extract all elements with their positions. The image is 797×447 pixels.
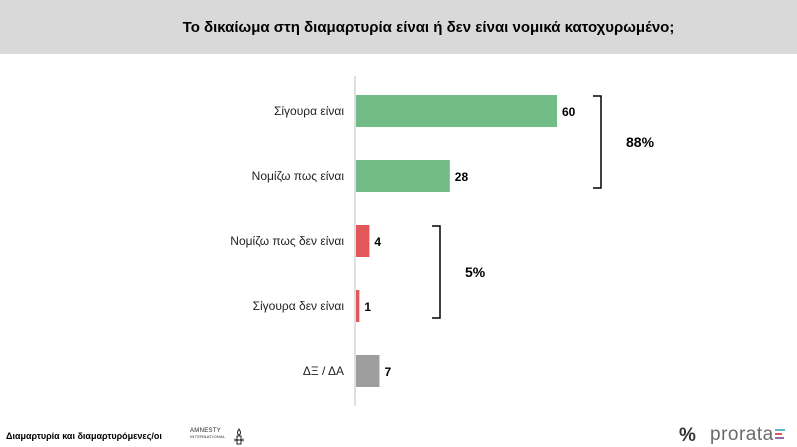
category-label: Νομίζω πως είναι bbox=[252, 169, 345, 183]
category-label: Σίγουρα είναι bbox=[274, 104, 344, 118]
prorata-logo: % prorata bbox=[679, 423, 794, 446]
category-label: Νομίζω πως δεν είναι bbox=[230, 234, 344, 248]
bar bbox=[356, 225, 370, 257]
group-total-label: 88% bbox=[626, 134, 655, 150]
chart-title: Το δικαίωμα στη διαμαρτυρία είναι ή δεν … bbox=[182, 18, 675, 36]
amnesty-wordmark-sub: INTERNATIONAL bbox=[190, 434, 226, 439]
amnesty-wordmark: AMNESTY bbox=[190, 428, 222, 434]
amnesty-logo: AMNESTY INTERNATIONAL bbox=[190, 428, 248, 446]
bar-chart: Σίγουρα είναι 60 Νομίζω πως είναι 28 Νομίζω … bbox=[230, 76, 655, 406]
bar bbox=[356, 290, 360, 322]
bar bbox=[356, 355, 380, 387]
group-bracket bbox=[432, 225, 441, 319]
category-label: Σίγουρα δεν είναι bbox=[253, 299, 345, 313]
data-label: 4 bbox=[374, 235, 381, 249]
data-label: 1 bbox=[364, 300, 371, 314]
category-label: ΔΞ / ΔΑ bbox=[303, 364, 344, 378]
data-label: 28 bbox=[455, 170, 469, 184]
data-label: 60 bbox=[562, 105, 576, 119]
bar bbox=[356, 95, 557, 127]
group-bracket bbox=[593, 95, 602, 189]
data-label: 7 bbox=[384, 365, 391, 379]
percent-icon: % bbox=[679, 425, 696, 446]
prorata-wordmark: prorata bbox=[710, 424, 774, 445]
candle-icon bbox=[233, 428, 245, 445]
footer-survey-title: Διαμαρτυρία και διαμαρτυρόμενες/οι bbox=[6, 431, 162, 441]
header-band: Το δικαίωμα στη διαμαρτυρία είναι ή δεν … bbox=[0, 0, 797, 54]
prorata-bars-icon bbox=[775, 429, 785, 439]
bar bbox=[356, 160, 450, 192]
group-total-label: 5% bbox=[465, 264, 486, 280]
